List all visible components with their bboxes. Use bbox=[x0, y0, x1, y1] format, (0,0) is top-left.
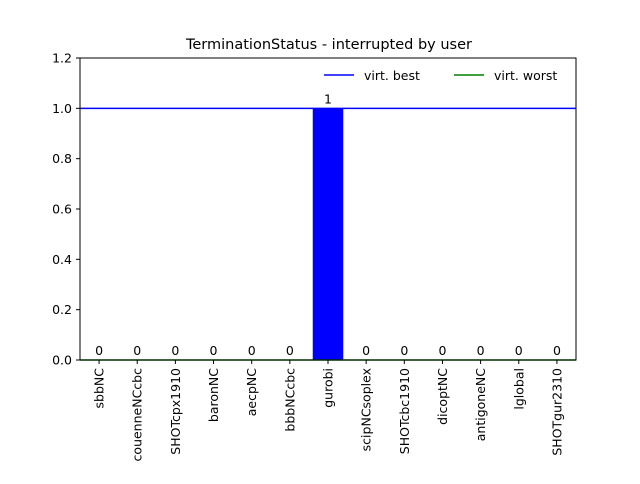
chart-title: TerminationStatus - interrupted by user bbox=[185, 37, 472, 53]
x-tick-label-SHOTcpx1910: SHOTcpx1910 bbox=[168, 368, 183, 455]
bar-value-label: 0 bbox=[553, 343, 561, 358]
x-tick-label-bbbNCcbc: bbbNCcbc bbox=[282, 368, 297, 432]
x-tick-label-SHOTcbc1910: SHOTcbc1910 bbox=[397, 368, 412, 454]
bar-value-label: 0 bbox=[248, 343, 256, 358]
bar-gurobi bbox=[312, 108, 344, 360]
bar-value-label: 0 bbox=[286, 343, 294, 358]
legend-label: virt. worst bbox=[494, 68, 557, 83]
legend-label: virt. best bbox=[364, 68, 420, 83]
plot-frame bbox=[79, 57, 577, 361]
x-tick-label-SHOTgur2310: SHOTgur2310 bbox=[549, 368, 564, 456]
y-tick-label: 0.4 bbox=[52, 252, 72, 267]
x-tick-label-gurobi: gurobi bbox=[321, 368, 336, 408]
bar-value-label: 0 bbox=[133, 343, 141, 358]
bar-value-label: 0 bbox=[95, 343, 103, 358]
y-tick-label: 1.0 bbox=[52, 101, 72, 116]
legend: virt. best virt. worst bbox=[324, 68, 557, 83]
x-tick-label-aecpNC: aecpNC bbox=[244, 368, 259, 417]
bar-value-label: 0 bbox=[477, 343, 485, 358]
y-tick-label: 0.8 bbox=[52, 151, 72, 166]
bar-value-label: 0 bbox=[400, 343, 408, 358]
x-tick-label-lglobal: lglobal bbox=[511, 368, 526, 410]
x-tick-label-couenneNCcbc: couenneNCcbc bbox=[130, 368, 145, 462]
x-tick-label-dicoptNC: dicoptNC bbox=[435, 368, 450, 425]
y-tick-label: 0.2 bbox=[52, 302, 72, 317]
y-tick-label: 0.6 bbox=[52, 202, 72, 217]
bar-value-label: 0 bbox=[171, 343, 179, 358]
bar-value-label: 0 bbox=[515, 343, 523, 358]
x-tick-label-antigoneNC: antigoneNC bbox=[473, 368, 488, 442]
x-tick-label-scipNCsoplex: scipNCsoplex bbox=[359, 368, 374, 451]
y-tick-label: 0.0 bbox=[52, 353, 72, 368]
bar-value-label: 0 bbox=[362, 343, 370, 358]
bar-value-label: 0 bbox=[210, 343, 218, 358]
bar-value-label: 0 bbox=[438, 343, 446, 358]
bar-value-label: 1 bbox=[324, 91, 332, 106]
x-tick-label-baronNC: baronNC bbox=[206, 368, 221, 422]
x-tick-label-sbbNC: sbbNC bbox=[92, 368, 107, 409]
y-tick-label: 1.2 bbox=[52, 51, 72, 66]
